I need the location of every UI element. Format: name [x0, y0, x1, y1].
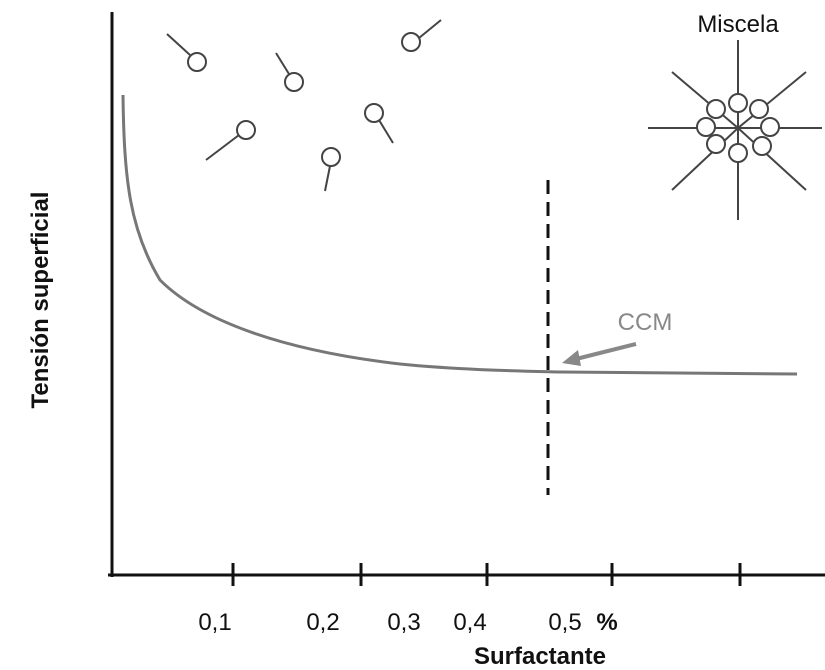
x-unit: % — [596, 609, 617, 636]
micelle — [648, 40, 822, 220]
x-tick-label: 0,3 — [387, 609, 420, 636]
x-tick-label: 0,2 — [306, 609, 339, 636]
x-tick-label: 0,1 — [198, 609, 231, 636]
annotation: CCM — [618, 309, 673, 336]
x-tick-label: 0,4 — [453, 609, 486, 636]
micelle-label: Miscela — [697, 11, 779, 38]
x-axis-label: Surfactante — [474, 643, 606, 670]
y-axis-label: Tensión superficial — [27, 192, 54, 409]
arrow — [571, 342, 637, 362]
x-tick-label: 0,5 — [548, 609, 581, 636]
x-ticks — [231, 563, 742, 586]
arrow-head — [562, 350, 581, 366]
molecules — [166, 19, 442, 192]
tension-curve — [121, 94, 798, 376]
